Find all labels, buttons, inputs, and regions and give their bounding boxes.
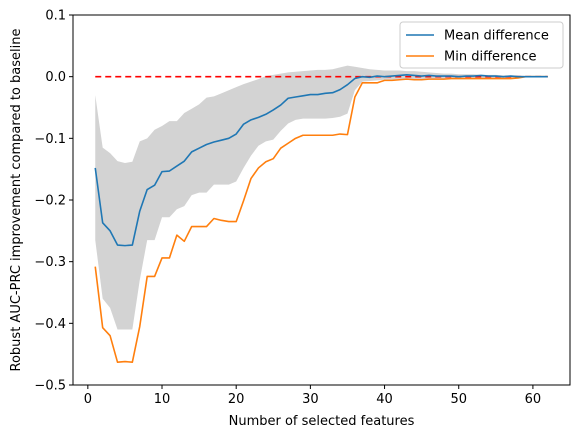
x-tick-label: 0 <box>84 392 92 407</box>
x-tick-label: 60 <box>525 392 542 407</box>
x-tick-label: 30 <box>302 392 319 407</box>
legend-label-min: Min difference <box>444 50 536 65</box>
x-axis-label: Number of selected features <box>229 414 415 429</box>
y-tick-label: −0.4 <box>34 317 66 332</box>
legend: Mean difference Min difference <box>400 22 563 68</box>
y-tick-label: 0.1 <box>45 9 66 24</box>
y-tick-label: −0.3 <box>34 255 66 270</box>
legend-label-mean: Mean difference <box>444 29 549 44</box>
x-tick-label: 10 <box>154 392 171 407</box>
x-tick-label: 50 <box>450 392 467 407</box>
x-tick-label: 20 <box>228 392 245 407</box>
y-tick-label: 0.0 <box>45 70 66 85</box>
y-tick-label: −0.5 <box>34 379 66 394</box>
x-tick-label: 40 <box>376 392 393 407</box>
y-axis-label: Robust AUC-PRC improvement compared to b… <box>9 29 24 372</box>
y-tick-label: −0.1 <box>34 132 66 147</box>
y-tick-label: −0.2 <box>34 194 66 209</box>
